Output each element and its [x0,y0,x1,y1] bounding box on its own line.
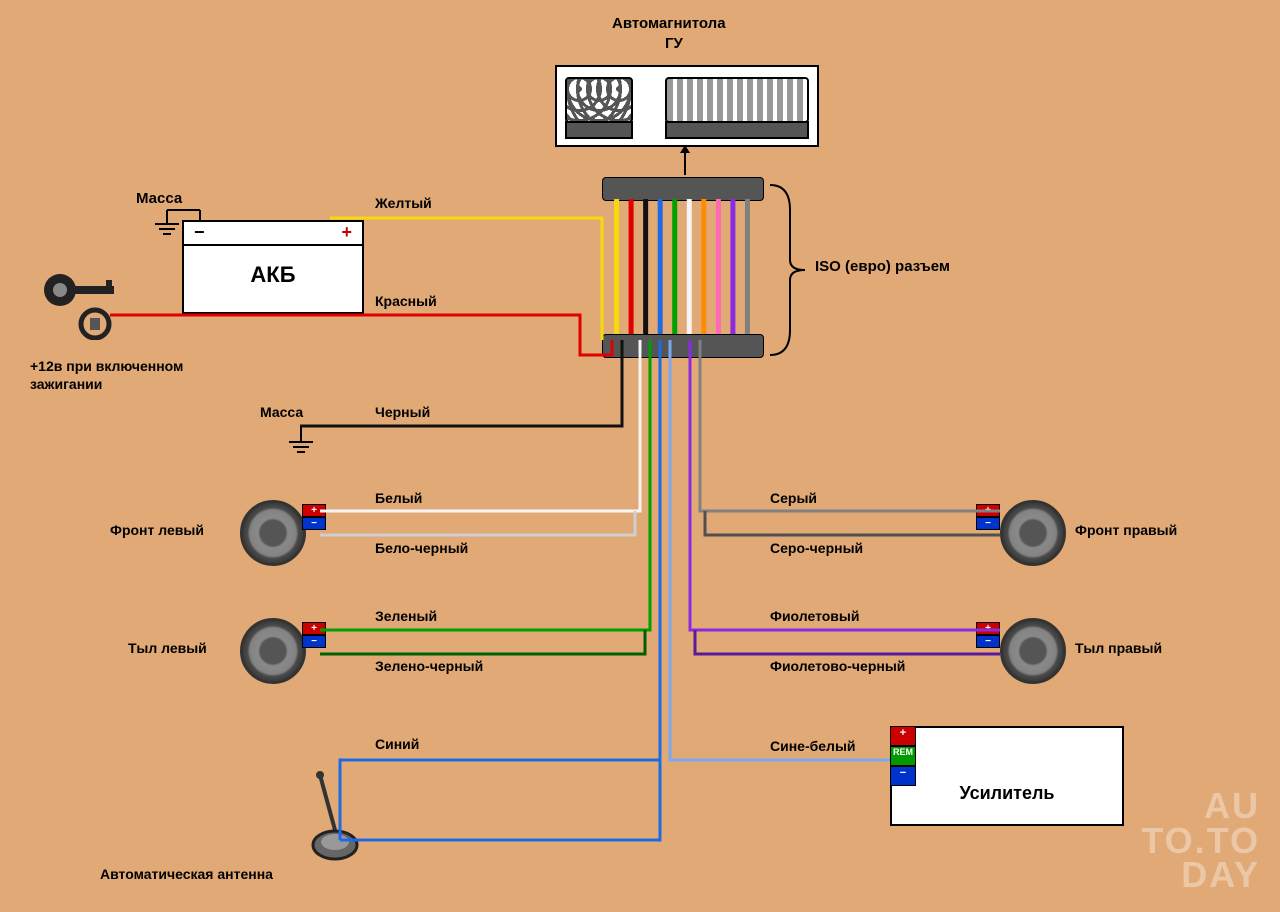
speaker-rear-left [240,618,306,684]
iso-connector-bottom [602,334,764,358]
label-mass: Масса [136,190,182,207]
label-yellow: Желтый [375,195,432,211]
label-blue-white: Сине-белый [770,738,856,754]
terminal-fl: +− [302,504,326,530]
terminal-fr: +− [976,504,1000,530]
label-gray: Серый [770,490,817,506]
label-ignition-2: зажигании [30,376,102,392]
ground-icon-2 [286,426,316,460]
label-white-black: Бело-черный [375,540,468,556]
label-black: Черный [375,404,430,420]
antenna-icon [280,770,360,870]
label-green: Зеленый [375,608,437,624]
label-red: Красный [375,293,437,309]
label-front-right: Фронт правый [1075,522,1177,538]
label-front-left: Фронт левый [110,522,204,538]
speaker-front-right [1000,500,1066,566]
label-blue: Синий [375,736,419,752]
label-white: Белый [375,490,422,506]
key-icon [40,270,140,340]
ground-icon [152,210,182,240]
amplifier-box: + REM − Усилитель [890,726,1124,826]
speaker-front-left [240,500,306,566]
arrow-icon [677,145,693,175]
title-headunit-sub: ГУ [665,35,683,52]
speaker-rear-right [1000,618,1066,684]
label-rear-right: Тыл правый [1075,640,1162,656]
bracket-icon [770,180,810,360]
battery-box: −+ АКБ [182,220,364,314]
headunit-box [555,65,819,147]
label-gray-black: Серо-черный [770,540,863,556]
label-rear-left: Тыл левый [128,640,207,656]
iso-connector-top [602,177,764,201]
label-ignition-1: +12в при включенном [30,358,183,374]
label-antenna: Автоматическая антенна [100,866,273,882]
label-violet: Фиолетовый [770,608,859,624]
iso-rainbow-wires [602,199,762,334]
label-mass2: Масса [260,404,303,420]
terminal-rl: +− [302,622,326,648]
label-iso: ISO (евро) разъем [815,258,950,275]
label-green-black: Зелено-черный [375,658,483,674]
title-headunit: Автомагнитола [612,15,726,32]
watermark: AU TO.TO DAY [1141,789,1260,892]
label-violet-black: Фиолетово-черный [770,658,905,674]
terminal-rr: +− [976,622,1000,648]
